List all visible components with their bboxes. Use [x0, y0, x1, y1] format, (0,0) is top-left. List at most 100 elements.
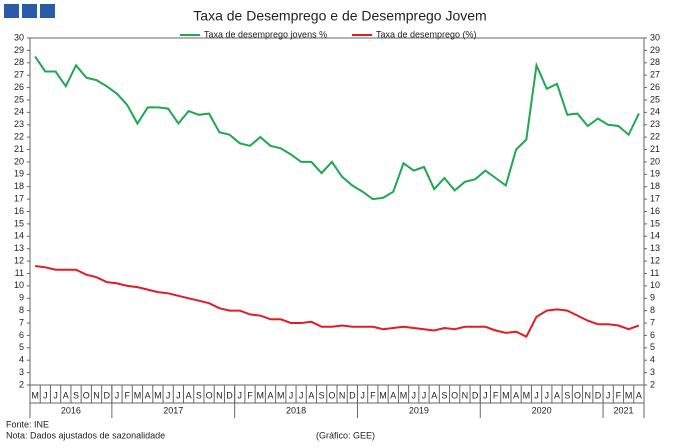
x-tick-label: M [523, 390, 531, 400]
y-tick-label: 8 [19, 305, 24, 315]
x-tick-label: J [299, 390, 304, 400]
y2-tick-label: 12 [650, 255, 660, 265]
x-tick-label: D [226, 390, 233, 400]
logo-block [4, 4, 19, 18]
y2-tick-label: 20 [650, 156, 660, 166]
legend-label: Taxa de desemprego (%) [376, 29, 477, 39]
x-tick-label: M [154, 390, 162, 400]
x-tick-label: M [257, 390, 265, 400]
x-tick-label: A [390, 390, 396, 400]
series-line [34, 265, 640, 339]
note: Nota: Dados ajustados de sazonalidade [6, 430, 165, 440]
x-tick-label: M [400, 390, 408, 400]
x-tick-label: M [134, 390, 142, 400]
x-tick-label: S [564, 390, 570, 400]
x-tick-label: S [441, 390, 447, 400]
y2-tick-label: 15 [650, 218, 660, 228]
x-tick-label: J [412, 390, 417, 400]
y-tick-label: 23 [14, 119, 24, 129]
x-tick-label: D [104, 390, 111, 400]
y2-tick-label: 26 [650, 82, 660, 92]
plot-frame [29, 37, 645, 386]
x-tick-label: O [451, 390, 458, 400]
x-tick-label: S [73, 390, 79, 400]
y-tick-label: 22 [14, 132, 24, 142]
x-tick-label: F [370, 390, 376, 400]
y-tick-label: 26 [14, 82, 24, 92]
x-tick-label: A [308, 390, 314, 400]
y-tick-label: 20 [14, 156, 24, 166]
x-tick-label: F [247, 390, 253, 400]
x-tick-label: F [124, 390, 130, 400]
y-tick-label: 11 [15, 268, 24, 278]
y-tick-label: 15 [14, 218, 24, 228]
y2-tick-label: 14 [650, 231, 660, 241]
x-tick-label: N [339, 390, 346, 400]
y-tick-label: 16 [14, 206, 24, 216]
y-tick-label: 24 [14, 107, 24, 117]
year-label: 2016 [61, 405, 81, 415]
x-tick-label: D [472, 390, 479, 400]
y-tick-label: 4 [19, 355, 24, 365]
y2-tick-label: 16 [650, 206, 660, 216]
x-tick-label: S [319, 390, 325, 400]
y-tick-label: 19 [14, 169, 24, 179]
x-tick-label: J [606, 390, 611, 400]
y-tick-label: 7 [19, 317, 24, 327]
x-tick-label: A [267, 390, 273, 400]
source: Fonte: INE [6, 419, 49, 429]
chart-title: Taxa de Desemprego e de Desemprego Jovem [193, 8, 486, 24]
y2-tick-label: 3 [650, 367, 655, 377]
x-tick-label: M [625, 390, 633, 400]
x-tick-label: A [554, 390, 560, 400]
y-tick-label: 2 [19, 379, 24, 389]
x-tick-label: F [616, 390, 622, 400]
y2-tick-label: 4 [650, 355, 655, 365]
y2-tick-label: 23 [650, 119, 660, 129]
x-tick-label: A [431, 390, 437, 400]
y2-tick-label: 11 [650, 268, 659, 278]
x-tick-label: J [360, 390, 365, 400]
y2-tick-label: 28 [650, 57, 660, 67]
y-tick-label: 28 [14, 57, 24, 67]
y-tick-label: 27 [14, 70, 24, 80]
x-tick-label: N [584, 390, 591, 400]
x-tick-label: M [502, 390, 510, 400]
y-tick-label: 12 [14, 255, 24, 265]
y2-tick-label: 21 [650, 144, 660, 154]
y2-tick-label: 2 [650, 379, 655, 389]
y2-tick-label: 10 [650, 280, 660, 290]
y2-tick-label: 6 [650, 330, 655, 340]
x-tick-label: J [289, 390, 294, 400]
x-tick-label: O [574, 390, 581, 400]
x-tick-label: A [186, 390, 192, 400]
y2-tick-label: 29 [650, 45, 660, 55]
year-label: 2020 [532, 405, 552, 415]
y2-tick-label: 13 [650, 243, 660, 253]
y-tick-label: 5 [19, 342, 24, 352]
x-tick-label: N [93, 390, 100, 400]
y-tick-label: 30 [14, 32, 24, 42]
x-tick-label: M [31, 390, 39, 400]
y2-tick-label: 27 [650, 70, 660, 80]
credit: (Gráfico: GEE) [316, 430, 375, 440]
y-tick-label: 6 [19, 330, 24, 340]
x-tick-label: J [43, 390, 48, 400]
x-tick-label: O [83, 390, 90, 400]
y2-tick-label: 30 [650, 32, 660, 42]
y2-tick-label: 9 [650, 293, 655, 303]
y2-tick-label: 7 [650, 317, 655, 327]
y-tick-label: 9 [19, 293, 24, 303]
y-tick-label: 25 [14, 94, 24, 104]
x-tick-label: A [636, 390, 642, 400]
logo-block [40, 4, 55, 18]
x-tick-label: J [53, 390, 58, 400]
y2-tick-label: 19 [650, 169, 660, 179]
y-tick-label: 29 [14, 45, 24, 55]
x-tick-label: A [513, 390, 519, 400]
x-tick-label: D [349, 390, 356, 400]
x-tick-label: O [328, 390, 335, 400]
x-tick-label: A [63, 390, 69, 400]
y2-tick-label: 18 [650, 181, 660, 191]
